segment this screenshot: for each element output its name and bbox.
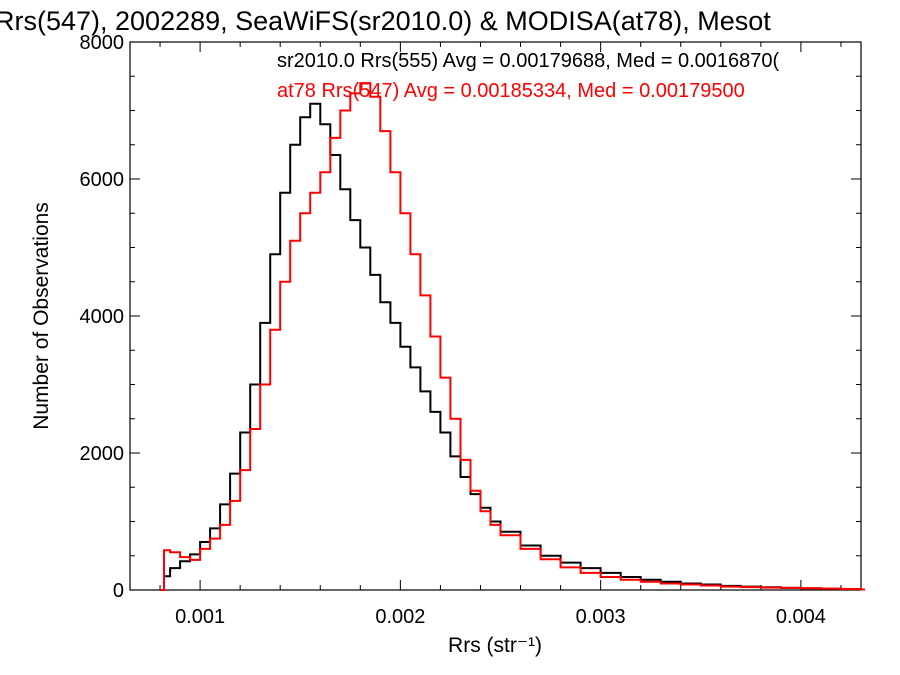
x-axis: 0.001 0.002 0.003 0.004: [159, 42, 842, 628]
y-tick-label: 8000: [80, 32, 125, 54]
x-tick-label: 0.003: [576, 606, 626, 628]
y-tick-label: 6000: [80, 169, 125, 191]
series-group: [160, 82, 865, 591]
x-tick-label: 0.001: [175, 606, 225, 628]
x-tick-label: 0.004: [776, 606, 826, 628]
y-axis: 0 2000 4000 6000 8000: [80, 32, 861, 602]
plot-frame: [129, 41, 862, 591]
series-line-1: [160, 102, 865, 591]
x-tick-label: 0.002: [375, 606, 425, 628]
series-line-2: [160, 82, 865, 591]
y-tick-label: 2000: [80, 443, 125, 465]
legend-entry-1: sr2010.0 Rrs(555) Avg = 0.00179688, Med …: [277, 50, 780, 72]
legend-entry-2: at78 Rrs(547) Avg = 0.00185334, Med = 0.…: [277, 80, 745, 102]
y-axis-label: Number of Observations: [30, 202, 53, 430]
x-axis-label: Rrs (str⁻¹): [448, 634, 542, 657]
y-tick-label: 4000: [80, 306, 125, 328]
y-tick-label: 0: [113, 580, 124, 602]
chart-title: Rrs(547), 2002289, SeaWiFS(sr2010.0) & M…: [0, 6, 771, 36]
